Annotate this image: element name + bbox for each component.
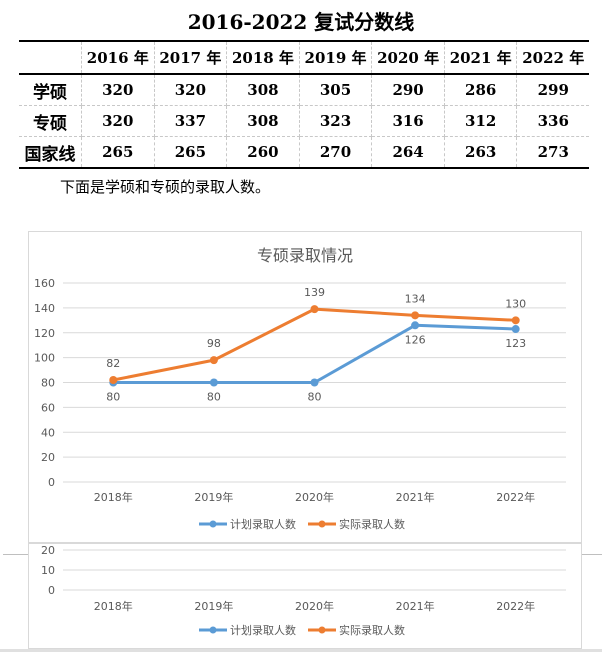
data-label: 123	[505, 337, 526, 350]
y-tick-label: 20	[41, 451, 55, 464]
series-line-0	[113, 323, 516, 384]
line-chart: 0 20 40 60 80 100 120 140 160 2018年 2019年 2020年 2021…	[34, 277, 566, 531]
paragraph-text: 下面是学硕和专硕的录取人数。	[60, 178, 271, 196]
table-cell: 312	[443, 105, 518, 137]
y-tick-label: 20	[41, 544, 55, 557]
table-cell: 265	[81, 136, 155, 169]
table-header: 2021 年	[443, 40, 518, 75]
page-break-line	[3, 554, 28, 555]
table-cell: 336	[516, 105, 589, 137]
data-label: 126	[405, 333, 426, 346]
data-label: 134	[405, 292, 426, 305]
x-tick-label: 2018年	[94, 490, 133, 504]
data-label: 80	[207, 391, 221, 404]
table-cell: 290	[371, 73, 445, 106]
y-tick-label: 80	[41, 377, 55, 390]
y-tick-label: 10	[41, 564, 55, 577]
table-cell: 316	[371, 105, 445, 137]
table-header: 2018 年	[226, 40, 300, 75]
table-row: 专硕 320 337 308 323 316 312 336	[19, 105, 589, 137]
legend-marker	[318, 520, 326, 528]
data-label: 82	[106, 357, 120, 370]
series-line-1	[113, 307, 516, 382]
legend-label: 计划录取人数	[230, 624, 296, 637]
table-cell: 国家线	[19, 136, 82, 169]
x-tick-label: 2018年	[94, 599, 133, 613]
table-cell: 270	[298, 136, 373, 169]
y-tick-label: 60	[41, 401, 55, 414]
x-tick-label: 2022年	[496, 599, 535, 613]
page-title: 2016-2022 复试分数线	[187, 10, 415, 34]
legend-marker	[209, 626, 217, 634]
table-header: 2022 年	[516, 40, 589, 75]
legend-marker	[318, 626, 326, 634]
table-cell: 286	[443, 73, 518, 106]
legend-label: 实际录取人数	[339, 517, 405, 531]
data-point	[310, 305, 319, 314]
data-point	[511, 316, 520, 325]
x-tick-label: 2019年	[194, 599, 233, 613]
table-header: 2019 年	[298, 40, 373, 75]
y-tick-label: 0	[48, 584, 55, 597]
data-label: 130	[505, 297, 526, 310]
chart-container[interactable]: 专硕录取情况 0 20 40 60 80 100 120 140 160 2018年 2019年 20…	[28, 231, 582, 543]
x-tick-label: 2022年	[496, 490, 535, 504]
table-cell: 265	[153, 136, 228, 169]
y-tick-label: 40	[41, 426, 55, 439]
data-label: 139	[304, 286, 325, 299]
page-edge	[0, 649, 602, 652]
table-cell: 264	[371, 136, 445, 169]
score-table: 2016 年 2017 年 2018 年 2019 年 2020 年 2021 …	[19, 40, 589, 169]
legend-label: 实际录取人数	[339, 623, 405, 637]
legend-marker	[209, 520, 217, 528]
x-tick-label: 2021年	[396, 599, 435, 613]
table-cell: 308	[226, 105, 300, 137]
y-tick-label: 120	[34, 327, 55, 340]
table-cell: 308	[226, 73, 300, 106]
y-tick-label: 100	[34, 352, 55, 365]
chart-fragment[interactable]: 20 10 0 2018年 2019年 2020年 2021年 2022年计划录取人数 实际录取…	[28, 543, 582, 649]
x-tick-label: 2020年	[295, 490, 334, 504]
table-header: 2016 年	[81, 40, 155, 75]
table-header	[19, 40, 82, 75]
y-tick-label: 140	[34, 302, 55, 315]
data-point	[411, 311, 420, 320]
y-tick-label: 0	[48, 476, 55, 489]
table-cell: 273	[516, 136, 589, 169]
table-cell: 337	[153, 105, 228, 137]
x-tick-label: 2019年	[194, 490, 233, 504]
table-cell: 305	[298, 73, 373, 106]
table-header-row: 2016 年 2017 年 2018 年 2019 年 2020 年 2021 …	[19, 40, 589, 75]
data-label: 98	[207, 337, 221, 350]
table-cell: 学硕	[19, 73, 82, 106]
data-point	[511, 325, 520, 334]
table-cell: 299	[516, 73, 589, 106]
x-tick-label: 2021年	[396, 490, 435, 504]
table-cell: 260	[226, 136, 300, 169]
data-label: 80	[106, 391, 120, 404]
table-row: 学硕 320 320 308 305 290 286 299	[19, 73, 589, 106]
table-cell: 323	[298, 105, 373, 137]
data-label: 80	[308, 391, 322, 404]
table-row: 国家线 265 265 260 270 264 263 273	[19, 136, 589, 169]
data-point	[411, 321, 420, 330]
x-tick-label: 2020年	[295, 599, 334, 613]
data-point	[109, 376, 118, 385]
legend-label: 计划录取人数	[230, 518, 296, 531]
page-break-line	[580, 554, 602, 555]
table-cell: 320	[153, 73, 228, 106]
chart-title: 专硕录取情况	[256, 246, 353, 265]
data-point	[209, 356, 218, 365]
table-cell: 263	[443, 136, 518, 169]
table-cell: 320	[81, 105, 155, 137]
data-point	[310, 378, 319, 387]
data-point	[209, 378, 218, 387]
table-header: 2020 年	[371, 40, 445, 75]
table-cell: 320	[81, 73, 155, 106]
table-header: 2017 年	[153, 40, 228, 75]
y-tick-label: 160	[34, 277, 55, 290]
table-cell: 专硕	[19, 105, 82, 137]
